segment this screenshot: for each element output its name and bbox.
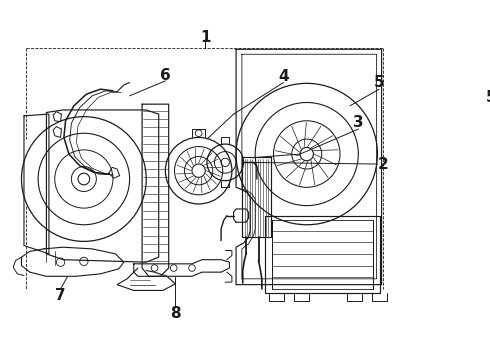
Text: 5: 5 xyxy=(486,90,490,105)
Text: 8: 8 xyxy=(170,306,181,321)
Text: 1: 1 xyxy=(200,30,211,45)
Text: 2: 2 xyxy=(378,157,389,171)
Text: 4: 4 xyxy=(278,69,289,84)
Text: 6: 6 xyxy=(160,68,171,82)
Text: 5: 5 xyxy=(374,75,385,90)
Text: 3: 3 xyxy=(353,115,364,130)
Text: 7: 7 xyxy=(55,288,66,303)
